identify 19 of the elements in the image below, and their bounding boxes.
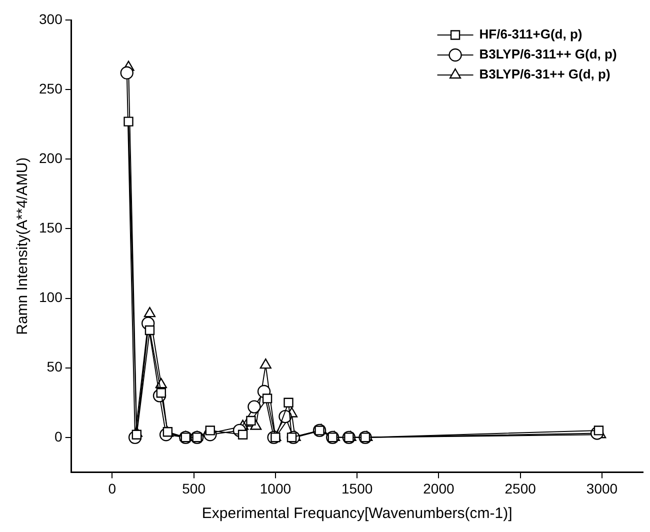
x-axis-title: Experimental Frequancy[Wavenumbers(cm-1)]	[202, 505, 512, 522]
legend-label: B3LYP/6-31++ G(d, p)	[479, 66, 610, 82]
y-tick-label: 100	[39, 289, 63, 306]
x-tick-label: 1000	[260, 480, 292, 496]
y-tick-label: 150	[39, 220, 63, 236]
x-tick-label: 3000	[586, 480, 618, 496]
y-tick-label: 200	[39, 150, 63, 166]
x-tick-label: 0	[108, 480, 116, 496]
x-tick-label: 500	[182, 480, 206, 496]
x-tick-label: 1500	[342, 480, 373, 496]
legend-label: HF/6-311+G(d, p)	[479, 26, 582, 42]
y-tick-label: 50	[46, 358, 63, 375]
x-tick-label: 2500	[504, 480, 536, 496]
y-tick-label: 0	[54, 428, 63, 444]
y-tick-label: 250	[39, 80, 63, 96]
y-tick-label: 300	[39, 10, 63, 27]
x-tick-label: 2000	[423, 480, 454, 496]
legend-label: B3LYP/6-311++ G(d, p)	[479, 46, 617, 62]
y-axis-title: Ramn Intensity(A**4/AMU)	[14, 157, 32, 335]
